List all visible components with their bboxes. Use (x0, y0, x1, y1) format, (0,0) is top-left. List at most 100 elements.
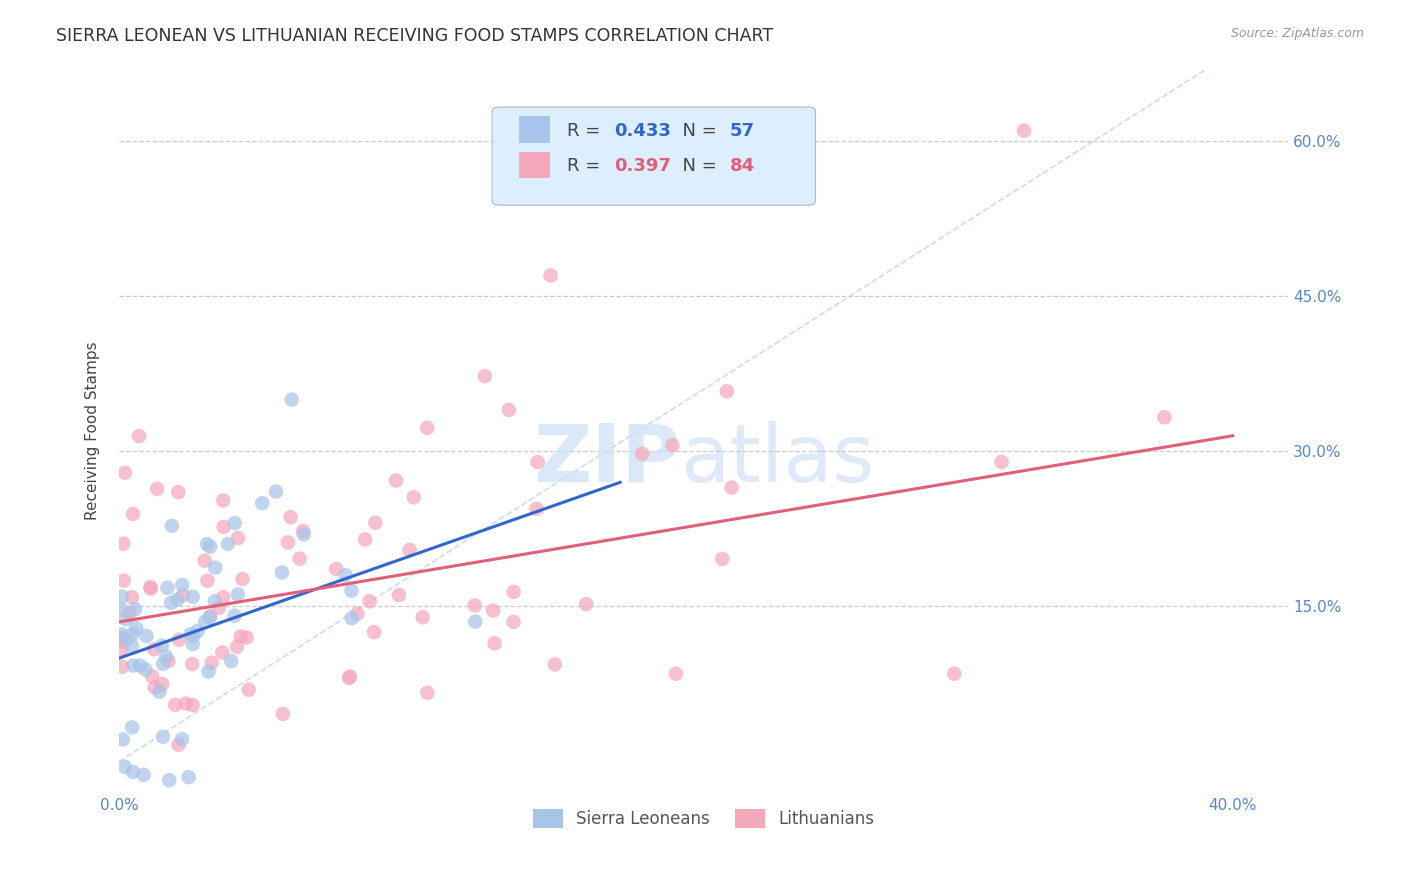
Point (197, 665, 219, 679)
Point (181, 657, 204, 671)
Point (226, 640, 249, 654)
Point (416, 421, 439, 435)
Point (111, 602, 134, 616)
Point (198, 610, 221, 624)
Point (211, 645, 233, 659)
Point (359, 594, 381, 608)
Point (115, 632, 138, 646)
Point (122, 507, 145, 521)
Point (364, 516, 387, 530)
Point (177, 770, 200, 784)
Point (526, 501, 548, 516)
Point (277, 535, 299, 549)
Point (197, 574, 219, 588)
Point (111, 631, 134, 645)
Point (180, 627, 202, 641)
Point (1153, 410, 1175, 425)
Point (181, 590, 204, 604)
Point (340, 611, 363, 625)
Point (339, 670, 361, 684)
Legend: Sierra Leoneans, Lithuanians: Sierra Leoneans, Lithuanians (526, 803, 882, 835)
Point (990, 455, 1012, 469)
Point (711, 552, 734, 566)
Point (143, 642, 166, 657)
Point (118, 606, 141, 620)
Point (181, 698, 204, 713)
Text: Source: ZipAtlas.com: Source: ZipAtlas.com (1230, 27, 1364, 40)
Point (125, 621, 148, 635)
Point (271, 566, 294, 580)
Point (122, 658, 145, 673)
Point (335, 568, 357, 582)
Point (385, 474, 408, 488)
Point (112, 574, 135, 588)
Point (238, 682, 260, 697)
Text: atlas: atlas (681, 420, 875, 499)
Point (575, 597, 598, 611)
Point (135, 629, 157, 643)
Point (325, 562, 347, 576)
Point (114, 760, 136, 774)
Point (139, 582, 162, 596)
Point (111, 732, 134, 747)
Point (204, 594, 226, 608)
Point (170, 732, 193, 747)
Point (665, 666, 688, 681)
Point (346, 607, 368, 621)
Point (474, 369, 496, 384)
Point (502, 584, 524, 599)
Point (388, 588, 411, 602)
Point (172, 578, 194, 592)
Point (1012, 123, 1035, 137)
Point (114, 466, 136, 480)
Point (226, 587, 249, 601)
Point (354, 533, 377, 547)
Text: 57: 57 (730, 121, 755, 139)
Point (181, 637, 204, 651)
Text: N =: N = (671, 121, 723, 139)
Point (152, 657, 174, 671)
Point (280, 392, 302, 407)
Point (187, 624, 209, 638)
Point (292, 524, 315, 538)
Text: ZIP: ZIP (533, 420, 681, 499)
Point (111, 659, 134, 673)
Point (165, 698, 187, 712)
Point (143, 681, 166, 695)
Point (502, 615, 524, 629)
Point (464, 615, 486, 629)
Point (157, 654, 180, 668)
Point (252, 496, 274, 510)
Point (121, 591, 143, 605)
Point (111, 634, 134, 648)
Point (146, 482, 169, 496)
Point (544, 657, 567, 672)
Point (150, 639, 173, 653)
Text: R =: R = (567, 121, 606, 139)
Point (183, 629, 205, 643)
Point (122, 764, 145, 779)
Point (280, 510, 302, 524)
Point (121, 627, 143, 641)
Point (498, 403, 520, 417)
Point (124, 602, 146, 616)
Point (219, 654, 242, 668)
Point (224, 516, 246, 530)
Point (337, 671, 360, 685)
Point (128, 429, 150, 443)
Point (204, 560, 226, 574)
Point (128, 658, 150, 673)
Y-axis label: Receiving Food Stamps: Receiving Food Stamps (86, 342, 100, 520)
Point (398, 542, 420, 557)
Point (208, 600, 231, 615)
Point (363, 625, 385, 640)
Point (148, 684, 170, 698)
Text: SIERRA LEONEAN VS LITHUANIAN RECEIVING FOOD STAMPS CORRELATION CHART: SIERRA LEONEAN VS LITHUANIAN RECEIVING F… (56, 27, 773, 45)
Point (416, 686, 439, 700)
Point (167, 485, 190, 500)
Point (264, 484, 287, 499)
Point (631, 447, 654, 461)
Point (288, 551, 311, 566)
Text: 84: 84 (730, 157, 755, 175)
Point (115, 612, 138, 626)
